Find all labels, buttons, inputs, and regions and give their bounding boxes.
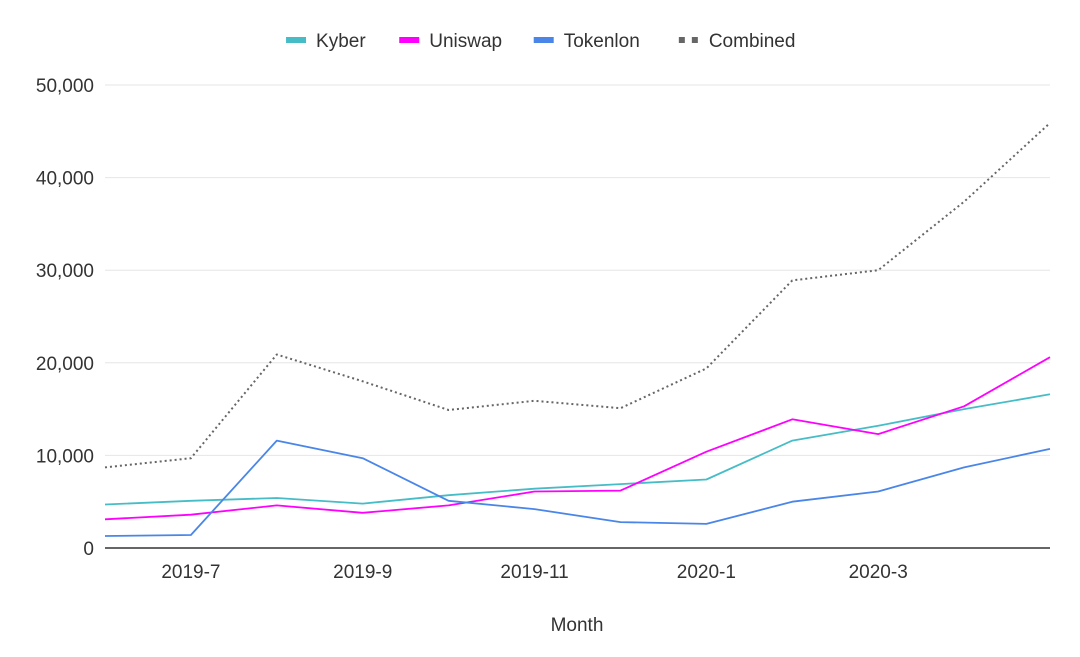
y-tick-label-30000: 30,000 bbox=[36, 261, 94, 282]
legend-swatch-tokenlon bbox=[533, 37, 554, 43]
x-tick-label-2019-7: 2019-7 bbox=[161, 562, 220, 583]
y-tick-label-40000: 40,000 bbox=[36, 169, 94, 190]
legend-swatch-kyber bbox=[286, 37, 307, 43]
legend-swatch-combined-a bbox=[678, 37, 685, 43]
legend-label-combined: Combined bbox=[709, 31, 796, 52]
y-tick-label-0: 0 bbox=[83, 539, 94, 560]
axes: 0 10,000 20,000 30,000 40,000 50,000 2019-7 201… bbox=[36, 76, 1050, 583]
x-tick-label-2019-11: 2019-11 bbox=[500, 562, 568, 583]
y-tick-label-20000: 20,000 bbox=[36, 354, 94, 375]
series-lines bbox=[104, 122, 1051, 537]
series-line-tokenlon bbox=[104, 439, 1051, 537]
legend-item-tokenlon[interactable]: Tokenlon bbox=[533, 31, 640, 52]
series-line-combined bbox=[104, 122, 1051, 469]
x-tick-label-2020-1: 2020-1 bbox=[677, 562, 736, 583]
legend-label-kyber: Kyber bbox=[316, 31, 366, 52]
gridlines bbox=[105, 84, 1050, 456]
legend-item-kyber[interactable]: Kyber bbox=[286, 31, 366, 52]
legend-label-tokenlon: Tokenlon bbox=[564, 31, 640, 52]
legend[interactable]: Kyber Uniswap Tokenlon Combined bbox=[286, 31, 795, 52]
legend-label-uniswap: Uniswap bbox=[429, 31, 502, 52]
legend-item-combined[interactable]: Combined bbox=[678, 31, 796, 52]
series-line-kyber bbox=[104, 393, 1051, 506]
y-tick-label-10000: 10,000 bbox=[36, 446, 94, 467]
legend-swatch-uniswap bbox=[399, 37, 420, 43]
series-line-uniswap bbox=[104, 356, 1051, 521]
legend-item-uniswap[interactable]: Uniswap bbox=[399, 31, 502, 52]
legend-swatch-combined-b bbox=[691, 37, 698, 43]
x-tick-label-2020-3: 2020-3 bbox=[849, 562, 908, 583]
x-tick-label-2019-9: 2019-9 bbox=[333, 562, 392, 583]
x-axis-title: Month bbox=[551, 615, 604, 636]
y-tick-label-50000: 50,000 bbox=[36, 76, 94, 97]
